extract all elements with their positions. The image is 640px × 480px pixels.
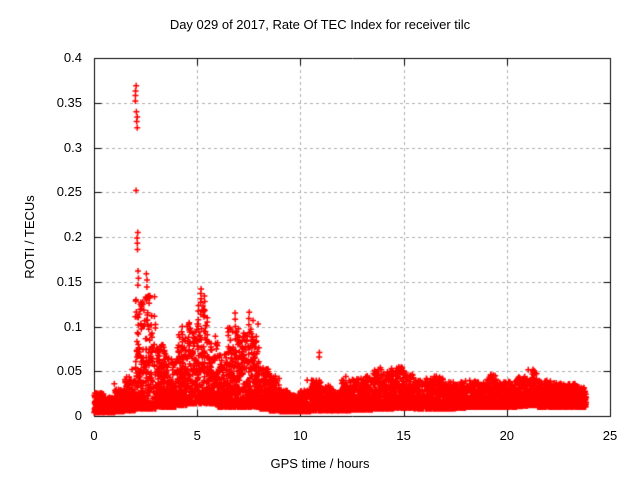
x-tick-label: 15 [396,428,411,443]
y-tick-label: 0.35 [56,94,82,110]
x-tick-label: 0 [90,428,98,443]
y-tick-label: 0.2 [63,229,82,244]
y-tick-label: 0.3 [63,139,82,155]
y-tick-label: 0.4 [63,50,82,65]
chart-title: Day 029 of 2017, Rate Of TEC Index for r… [169,17,471,32]
y-tick-label: 0.25 [56,184,82,200]
x-tick-label: 20 [499,428,515,443]
x-tick-label: 5 [193,428,201,443]
y-tick-label: 0.05 [56,363,82,379]
x-tick-label: 25 [602,428,618,443]
y-tick-label: 0.15 [56,273,82,289]
y-tick-label: 0 [74,408,82,423]
y-tick-label: 0.1 [63,318,82,334]
x-tick-label: 10 [293,428,308,443]
x-axis-label: GPS time / hours [270,456,370,471]
